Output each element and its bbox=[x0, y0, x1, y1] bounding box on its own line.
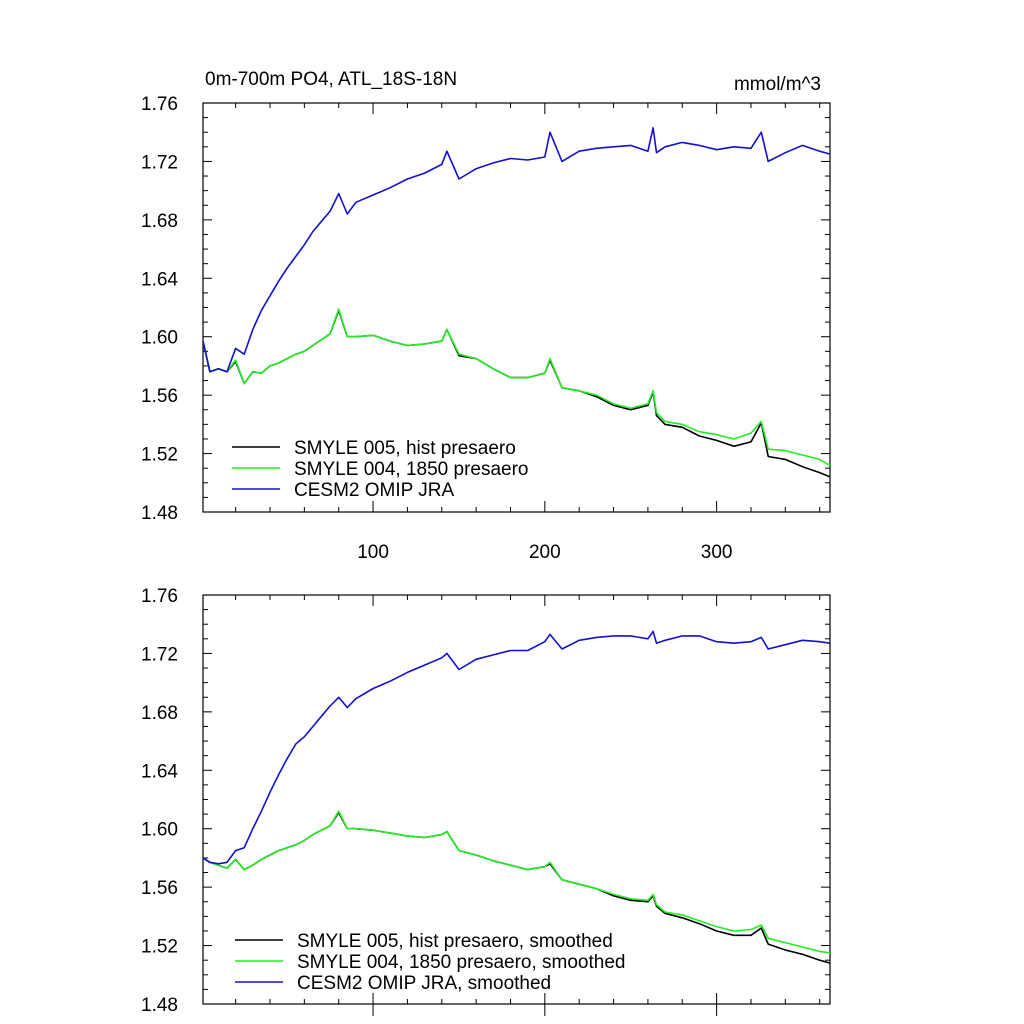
y-tick-label: 1.60 bbox=[141, 328, 178, 349]
legend-label: SMYLE 004, 1850 presaero bbox=[294, 459, 529, 480]
y-tick-label: 1.52 bbox=[141, 937, 178, 958]
y-tick-label: 1.60 bbox=[141, 820, 178, 841]
y-tick-label: 1.64 bbox=[141, 761, 178, 782]
y-tick-label: 1.56 bbox=[141, 386, 178, 407]
x-tick-label: 300 bbox=[701, 542, 733, 563]
y-tick-label: 1.72 bbox=[141, 644, 178, 665]
legend-label: CESM2 OMIP JRA, smoothed bbox=[297, 973, 551, 994]
y-tick-label: 1.76 bbox=[141, 94, 178, 115]
y-tick-label: 1.48 bbox=[141, 995, 178, 1016]
series-line-2 bbox=[202, 810, 831, 954]
legend-label: CESM2 OMIP JRA bbox=[294, 480, 454, 501]
chart-title: 0m-700m PO4, ATL_18S-18N bbox=[205, 69, 457, 90]
y-tick-label: 1.48 bbox=[141, 503, 178, 524]
y-tick-label: 1.72 bbox=[141, 152, 178, 173]
legend-label: SMYLE 005, hist presaero bbox=[294, 438, 516, 459]
series-line-2 bbox=[202, 308, 831, 466]
units-label: mmol/m^3 bbox=[734, 74, 821, 95]
series-line-3 bbox=[202, 630, 831, 865]
panel-bottom: 1.48 1.52 1.56 1.60 1.64 1.68 1.72 1.76 SMYLE 00… bbox=[141, 586, 831, 1016]
y-tick-label: 1.68 bbox=[141, 703, 178, 724]
y-tick-label: 1.76 bbox=[141, 586, 178, 607]
legend-label: SMYLE 004, 1850 presaero, smoothed bbox=[297, 952, 625, 973]
x-tick-label: 100 bbox=[357, 542, 389, 563]
series-line-3 bbox=[202, 127, 831, 373]
y-tick-label: 1.64 bbox=[141, 269, 178, 290]
legend-label: SMYLE 005, hist presaero, smoothed bbox=[297, 931, 613, 952]
y-tick-label: 1.52 bbox=[141, 445, 178, 466]
y-tick-label: 1.68 bbox=[141, 211, 178, 232]
panel-top: 1.48 1.52 1.56 1.60 1.64 1.68 1.72 1.76 100 200 30… bbox=[141, 69, 831, 563]
x-tick-label: 200 bbox=[529, 542, 561, 563]
y-tick-label: 1.56 bbox=[141, 878, 178, 899]
